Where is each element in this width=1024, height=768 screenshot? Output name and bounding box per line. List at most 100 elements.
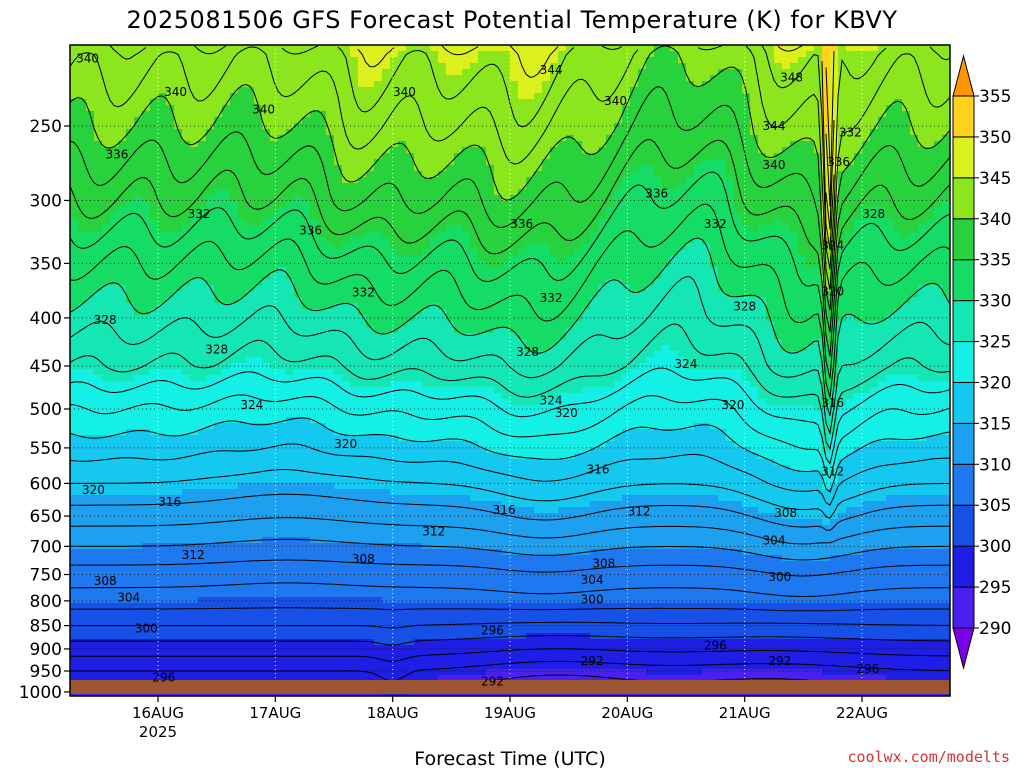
field-cell: [94, 117, 103, 124]
field-cell: [206, 75, 215, 82]
field-cell: [302, 387, 311, 394]
field-cell: [382, 213, 391, 220]
field-cell: [86, 615, 95, 622]
field-cell: [190, 663, 199, 670]
field-cell: [390, 627, 399, 634]
field-cell: [262, 417, 271, 424]
field-cell: [126, 201, 135, 208]
field-cell: [334, 423, 343, 430]
field-cell: [390, 477, 399, 484]
field-cell: [222, 405, 231, 412]
field-cell: [358, 507, 367, 514]
field-cell: [126, 51, 135, 58]
field-cell: [70, 693, 79, 696]
field-cell: [270, 351, 279, 358]
field-cell: [390, 129, 399, 136]
field-cell: [334, 597, 343, 604]
field-cell: [286, 597, 295, 604]
field-cell: [134, 417, 143, 424]
field-cell: [214, 369, 223, 376]
field-cell: [86, 201, 95, 208]
field-cell: [374, 261, 383, 268]
field-cell: [118, 489, 127, 496]
field-cell: [198, 465, 207, 472]
field-cell: [134, 93, 143, 100]
field-cell: [214, 81, 223, 88]
field-cell: [422, 555, 431, 562]
field-cell: [334, 531, 343, 538]
field-cell: [166, 261, 175, 268]
field-cell: [214, 117, 223, 124]
field-cell: [238, 273, 247, 280]
field-cell: [358, 225, 367, 232]
field-cell: [398, 153, 407, 160]
field-cell: [94, 351, 103, 358]
field-cell: [190, 693, 199, 696]
field-cell: [254, 435, 263, 442]
field-cell: [198, 609, 207, 616]
field-cell: [158, 471, 167, 478]
field-cell: [166, 465, 175, 472]
field-cell: [174, 579, 183, 586]
field-cell: [302, 657, 311, 664]
field-cell: [174, 471, 183, 478]
field-cell: [398, 45, 407, 52]
field-cell: [390, 249, 399, 256]
field-cell: [230, 87, 239, 94]
field-cell: [414, 441, 423, 448]
field-cell: [254, 585, 263, 592]
field-cell: [190, 603, 199, 610]
field-cell: [102, 519, 111, 526]
field-cell: [390, 651, 399, 658]
field-cell: [342, 405, 351, 412]
field-cell: [182, 645, 191, 652]
field-cell: [102, 111, 111, 118]
field-cell: [422, 465, 431, 472]
field-cell: [398, 135, 407, 142]
field-cell: [118, 345, 127, 352]
field-cell: [374, 81, 383, 88]
field-cell: [126, 411, 135, 418]
field-cell: [310, 459, 319, 466]
field-cell: [366, 141, 375, 148]
field-cell: [86, 57, 95, 64]
field-cell: [182, 555, 191, 562]
field-cell: [430, 489, 439, 496]
field-cell: [158, 105, 167, 112]
field-cell: [110, 645, 119, 652]
field-cell: [342, 495, 351, 502]
field-cell: [94, 231, 103, 238]
field-cell: [422, 693, 431, 696]
field-cell: [110, 639, 119, 646]
field-cell: [102, 195, 111, 202]
field-cell: [134, 351, 143, 358]
field-cell: [334, 663, 343, 670]
field-cell: [374, 501, 383, 508]
field-cell: [334, 651, 343, 658]
field-cell: [430, 147, 439, 154]
field-cell: [246, 549, 255, 556]
field-cell: [262, 429, 271, 436]
field-cell: [406, 171, 415, 178]
field-cell: [214, 261, 223, 268]
field-cell: [310, 519, 319, 526]
field-cell: [310, 507, 319, 514]
field-cell: [366, 555, 375, 562]
field-cell: [78, 147, 87, 154]
field-cell: [374, 105, 383, 112]
field-cell: [94, 339, 103, 346]
field-cell: [262, 495, 271, 502]
field-cell: [174, 657, 183, 664]
field-cell: [190, 609, 199, 616]
field-cell: [78, 567, 87, 574]
field-cell: [86, 339, 95, 346]
field-cell: [366, 651, 375, 658]
field-cell: [222, 165, 231, 172]
field-cell: [86, 195, 95, 202]
field-cell: [238, 537, 247, 544]
field-cell: [350, 639, 359, 646]
field-cell: [126, 627, 135, 634]
field-cell: [422, 69, 431, 76]
field-cell: [318, 609, 327, 616]
field-cell: [326, 567, 335, 574]
